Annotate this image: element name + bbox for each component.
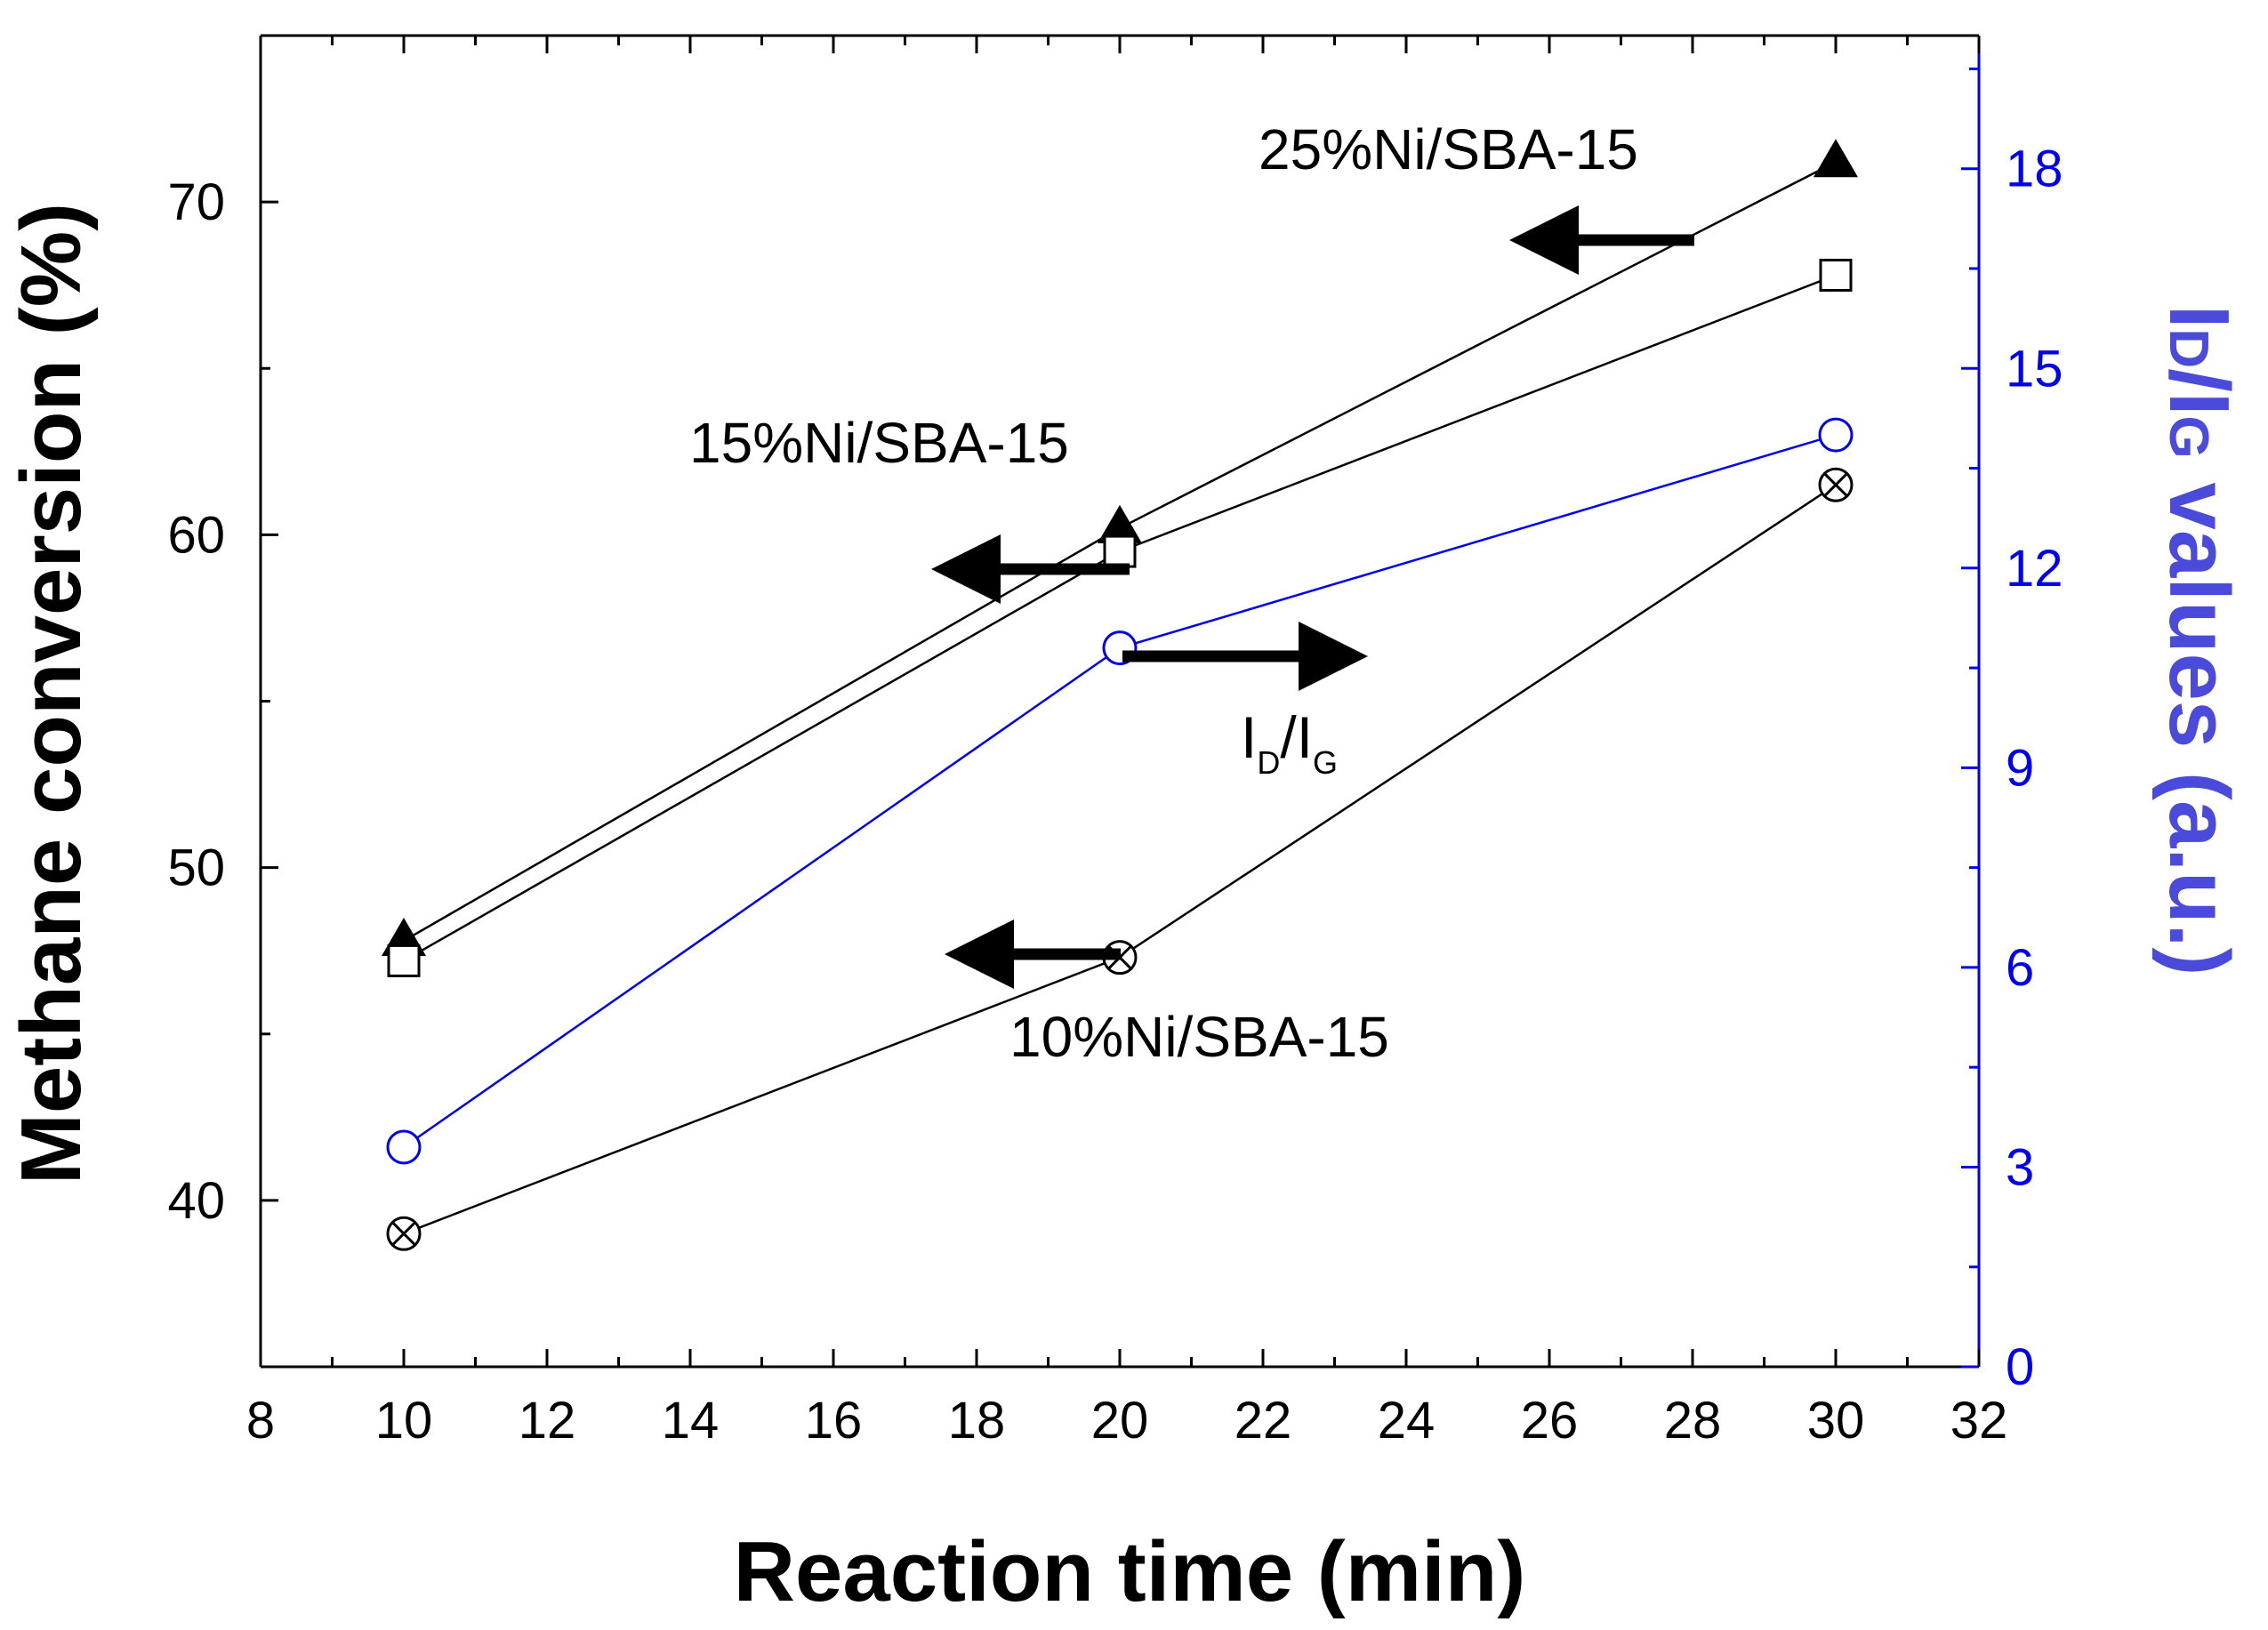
x-tick-label: 26 (1521, 1392, 1579, 1449)
y2-tick-label: 3 (2006, 1138, 2034, 1196)
data-point-id-ig (1818, 417, 1854, 453)
y-tick-label: 40 (167, 1172, 225, 1230)
y2-tick-label: 15 (2006, 340, 2063, 397)
data-point-15-ni-sba-15 (1103, 534, 1137, 568)
data-point-id-ig (386, 1129, 422, 1165)
x-tick-label: 16 (805, 1392, 863, 1449)
x-tick-label: 22 (1235, 1392, 1292, 1449)
x-tick-label: 32 (1950, 1392, 2008, 1449)
x-tick-label: 14 (662, 1392, 720, 1449)
x-tick-label: 24 (1378, 1392, 1436, 1449)
label-25-ni: 25%Ni/SBA-15 (1259, 117, 1638, 181)
x-tick-label: 30 (1807, 1392, 1865, 1449)
y-tick-label: 70 (167, 173, 225, 231)
x-tick-label: 8 (246, 1392, 275, 1449)
data-point-25-ni-sba-15 (1098, 504, 1142, 543)
x-tick-label: 18 (948, 1392, 1006, 1449)
data-point-15-ni-sba-15 (1819, 258, 1853, 292)
series-layer (382, 139, 1858, 1251)
y-tick-label: 60 (167, 506, 225, 564)
y2-tick-label: 12 (2006, 540, 2063, 598)
x-axis-title: Reaction time (min) (734, 1524, 1526, 1619)
label-10-ni: 10%Ni/SBA-15 (1009, 1005, 1389, 1069)
data-point-15-ni-sba-15 (387, 943, 421, 977)
y2-tick-label: 6 (2006, 939, 2034, 997)
series-line-15-ni-sba-15 (403, 274, 1837, 962)
y2-tick-label: 18 (2006, 141, 2063, 198)
data-point-25-ni-sba-15 (1814, 139, 1858, 178)
data-point-10-ni-sba-15-cross-b (390, 1221, 417, 1247)
series-line-10-ni-sba-15 (403, 484, 1837, 1235)
label-id-ig: ID/IG (1241, 704, 1338, 781)
label-15-ni: 15%Ni/SBA-15 (689, 411, 1069, 475)
data-point-10-ni-sba-15 (1818, 467, 1854, 502)
x-tick-label: 20 (1091, 1392, 1149, 1449)
x-tick-label: 28 (1664, 1392, 1722, 1449)
axes: 8 10 12 14 16 18 20 22 24 26 28 30 32 40 50 60 70 0 3 6 9 12 1… (167, 34, 2063, 1449)
y2-tick-label: 0 (2006, 1338, 2034, 1396)
y-axis-title: Methane conversion (%) (4, 203, 99, 1184)
x-tick-label: 10 (375, 1392, 433, 1449)
data-point-10-ni-sba-15-cross-b (1822, 472, 1849, 498)
y2-tick-label: 9 (2006, 739, 2034, 797)
y-tick-label: 50 (167, 839, 225, 897)
data-point-10-ni-sba-15 (386, 1216, 422, 1251)
x-tick-label: 12 (519, 1392, 576, 1449)
y2-axis-title: ID/IG values (a.u.) (2151, 305, 2247, 976)
